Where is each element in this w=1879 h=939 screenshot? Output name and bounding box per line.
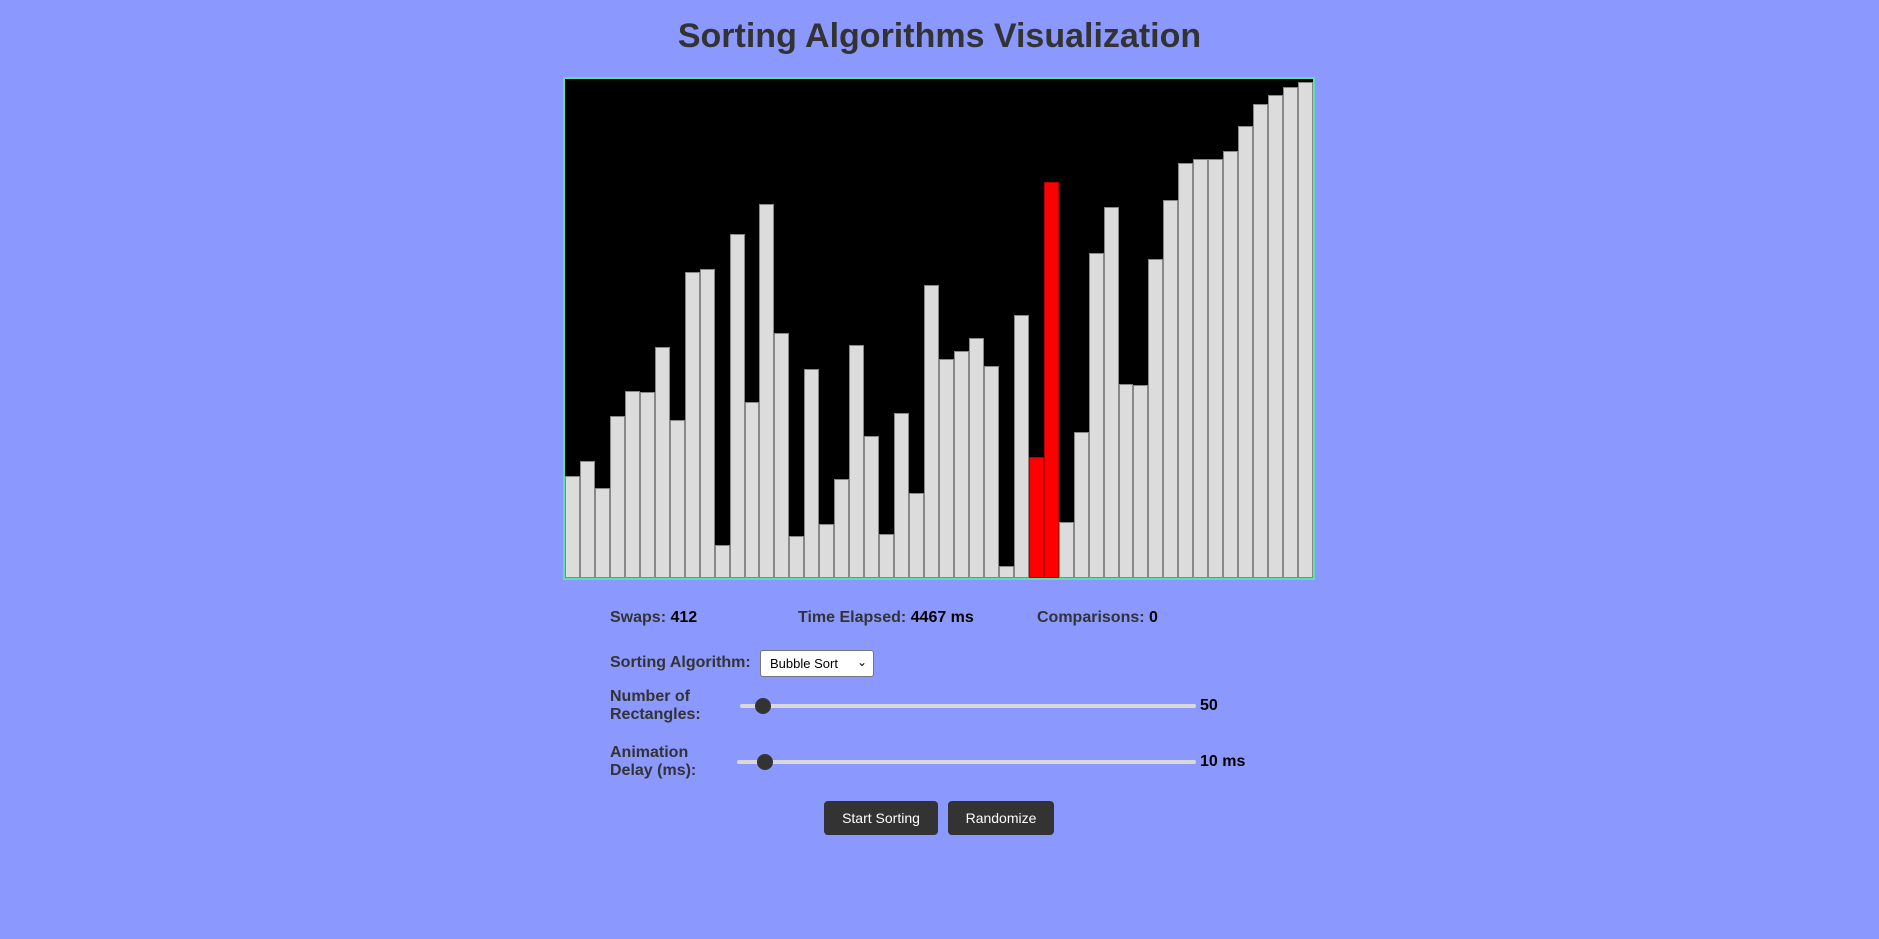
bar: [864, 435, 880, 578]
time-elapsed-label: Time Elapsed:: [798, 609, 907, 626]
bar: [1208, 158, 1224, 578]
bar: [879, 534, 895, 578]
bar: [1193, 158, 1209, 578]
bar: [1103, 206, 1119, 578]
bar: [1253, 103, 1269, 578]
algorithm-select[interactable]: Bubble Sort ⌄: [760, 650, 874, 677]
bar: [894, 413, 910, 578]
bar: [1283, 86, 1299, 578]
algorithm-selected-value: Bubble Sort: [770, 656, 838, 671]
rect-count-label-line2: Rectangles:: [610, 706, 701, 723]
bar: [639, 391, 655, 578]
bar: [834, 478, 850, 578]
bar: [1088, 252, 1104, 578]
bar: [1268, 94, 1284, 578]
bar: [609, 415, 625, 578]
bar-active: [1028, 457, 1044, 578]
swaps-value: 412: [670, 609, 698, 626]
rect-count-label: Number of Rectangles:: [610, 688, 701, 724]
time-elapsed-value: 4467 ms: [910, 609, 974, 626]
comparisons-label: Comparisons:: [1037, 609, 1145, 626]
bar: [714, 544, 730, 578]
time-elapsed-stat: Time Elapsed: 4467 ms: [798, 609, 974, 627]
delay-value: 10 ms: [1200, 753, 1246, 770]
comparisons-value: 0: [1149, 609, 1158, 626]
bar-active: [1043, 182, 1059, 578]
page-title: Sorting Algorithms Visualization: [677, 17, 1202, 55]
bar: [1013, 315, 1029, 578]
randomize-button[interactable]: Randomize: [948, 801, 1054, 835]
bar: [819, 524, 835, 578]
bar: [1073, 431, 1089, 578]
bar: [1118, 383, 1134, 578]
bar: [953, 351, 969, 578]
bar: [968, 338, 984, 578]
start-sorting-button[interactable]: Start Sorting: [824, 801, 938, 835]
rect-count-slider-thumb[interactable]: [754, 698, 771, 714]
bar: [924, 284, 939, 578]
comparisons-stat: Comparisons: 0: [1037, 609, 1158, 627]
bar: [849, 344, 865, 578]
rect-count-value: 50: [1200, 697, 1218, 714]
bar: [669, 420, 685, 578]
bar: [1298, 81, 1313, 578]
rect-count-label-line1: Number of: [610, 688, 690, 705]
bar: [983, 365, 999, 578]
bar: [579, 460, 595, 578]
chevron-down-icon: ⌄: [856, 655, 867, 669]
bar: [804, 369, 820, 578]
rect-count-slider[interactable]: [740, 697, 1196, 715]
bar: [1238, 126, 1254, 578]
bar: [1148, 258, 1164, 578]
bar: [909, 493, 925, 578]
swaps-label: Swaps:: [610, 609, 667, 626]
bar: [939, 359, 954, 578]
bar: [1133, 385, 1149, 578]
bar: [789, 536, 805, 578]
swaps-stat: Swaps: 412: [610, 609, 697, 627]
bar: [565, 475, 580, 578]
bar: [1163, 199, 1179, 578]
rect-count-slider-track: [740, 704, 1196, 708]
bar: [759, 204, 775, 578]
bar: [1058, 522, 1074, 578]
bar: [699, 269, 715, 578]
bar: [684, 271, 700, 578]
delay-label-line2: Delay (ms):: [610, 762, 697, 779]
bars-container: [565, 79, 1313, 578]
bar: [774, 332, 790, 578]
delay-slider[interactable]: [737, 753, 1196, 771]
bar: [729, 233, 745, 578]
bar: [654, 347, 670, 578]
delay-label: Animation Delay (ms):: [610, 744, 696, 780]
algorithm-label: Sorting Algorithm:: [610, 654, 751, 671]
bar: [744, 401, 760, 578]
delay-slider-track: [737, 760, 1196, 764]
delay-slider-thumb[interactable]: [756, 754, 773, 770]
bar: [624, 390, 640, 578]
bar: [1178, 162, 1194, 578]
bar: [998, 565, 1014, 578]
bar: [594, 488, 610, 578]
delay-label-line1: Animation: [610, 744, 689, 761]
bar: [1223, 150, 1239, 578]
visualization-canvas: [563, 77, 1315, 580]
